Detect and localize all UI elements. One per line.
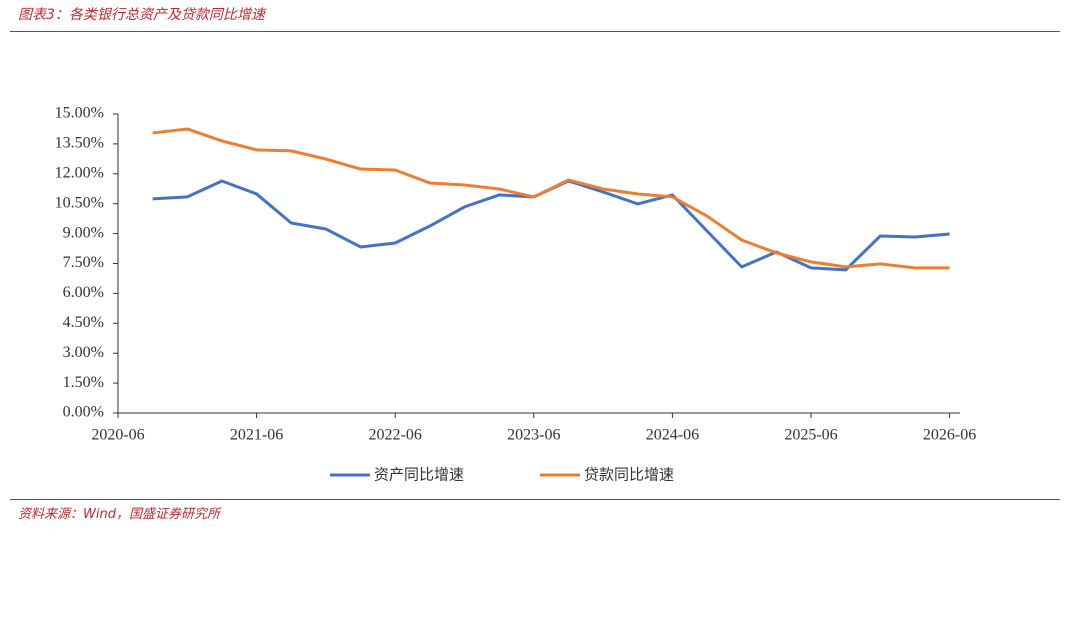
y-tick-label: 4.50% xyxy=(63,314,104,331)
y-tick-label: 3.00% xyxy=(63,344,104,361)
y-tick-label: 0.00% xyxy=(63,404,104,421)
y-tick-label: 9.00% xyxy=(63,224,104,241)
y-tick-label: 13.50% xyxy=(55,135,104,152)
y-tick-label: 12.00% xyxy=(55,164,104,181)
x-tick-label: 2024-06 xyxy=(646,427,699,444)
figure-title: 图表3：各类银行总资产及贷款同比增速 xyxy=(18,7,265,23)
header-rule xyxy=(10,31,1060,32)
y-tick-label: 10.50% xyxy=(55,194,104,211)
legend-label: 贷款同比增速 xyxy=(584,466,674,484)
x-tick-label: 2020-06 xyxy=(91,427,144,444)
legend-label: 资产同比增速 xyxy=(374,466,464,484)
y-tick-label: 15.00% xyxy=(55,105,104,122)
y-tick-label: 6.00% xyxy=(63,284,104,301)
footer-rule xyxy=(10,499,1060,500)
y-tick-label: 1.50% xyxy=(63,374,104,391)
chart: 0.00% 1.50% 3.00% 4.50% 6.00% 7.50% 9.00% 10.50… xyxy=(55,105,977,484)
x-tick-label: 2023-06 xyxy=(507,427,560,444)
x-tick-label: 2021-06 xyxy=(230,427,283,444)
series-line xyxy=(152,127,950,270)
source-note: 资料来源：Wind，国盛证券研究所 xyxy=(18,507,220,522)
y-tick-label: 7.50% xyxy=(63,254,104,271)
x-tick-label: 2022-06 xyxy=(369,427,422,444)
x-tick-label: 2026-06 xyxy=(923,427,976,444)
x-tick-label: 2025-06 xyxy=(784,427,837,444)
series-line xyxy=(152,179,950,272)
